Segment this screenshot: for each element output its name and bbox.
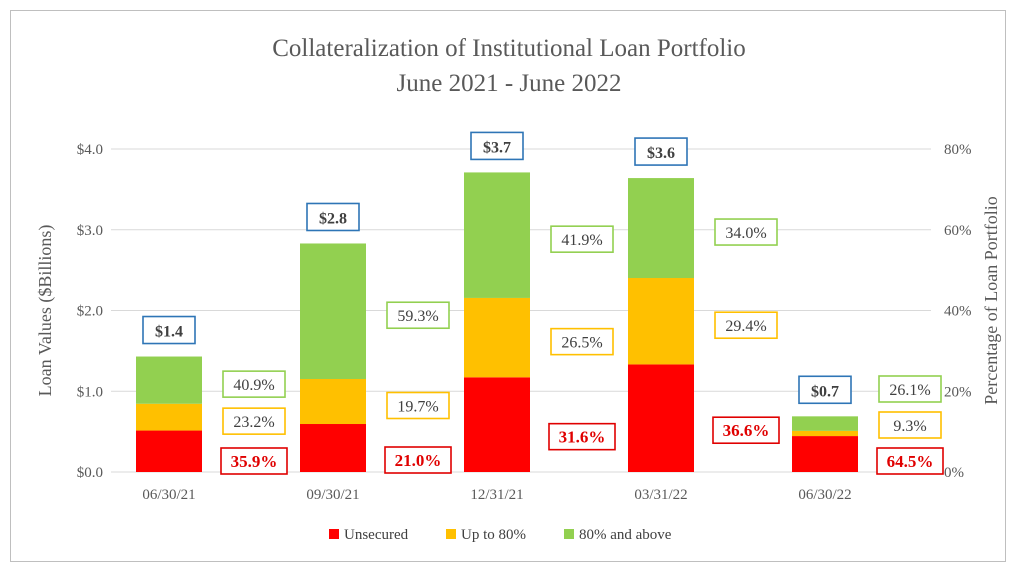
legend-swatch xyxy=(446,529,456,539)
pct-label-box xyxy=(714,218,778,246)
total-label: $3.6 xyxy=(647,145,675,162)
bar-segment-up-to-80--1 xyxy=(300,378,366,425)
legend-entry: Up to 80% xyxy=(461,527,526,543)
pct-label: 23.2% xyxy=(233,414,274,431)
bar-segment-80-and-above-0 xyxy=(136,356,202,404)
total-label-box xyxy=(142,315,196,345)
bar-segment-80-and-above-3 xyxy=(628,178,694,279)
pct-label-box xyxy=(712,416,780,445)
pct-label: 64.5% xyxy=(887,452,934,471)
x-tick-label: 06/30/21 xyxy=(142,487,195,503)
x-axis-ticks: 06/30/21 09/30/21 12/31/21 03/31/22 06/30/22 xyxy=(142,487,851,503)
legend: Unsecured Up to 80% 80% and above xyxy=(329,527,672,543)
chart-title-line-1: Collateralization of Institutional Loan … xyxy=(272,35,746,62)
pct-label: 19.7% xyxy=(397,399,438,416)
legend-swatch xyxy=(564,529,574,539)
bar-segment-up-to-80--4 xyxy=(792,430,858,437)
bar-segment-unsecured-2 xyxy=(464,377,530,472)
y-tick-label: $2.0 xyxy=(77,304,103,320)
pct-label: 35.9% xyxy=(231,452,278,471)
pct-label-box xyxy=(714,311,778,340)
bar-segment-up-to-80--3 xyxy=(628,278,694,365)
pct-label: 36.6% xyxy=(723,421,770,440)
pct-label-box xyxy=(222,370,286,398)
pct-label: 21.0% xyxy=(395,451,442,470)
chart-title: Collateralization of Institutional Loan … xyxy=(272,35,746,97)
x-tick-label: 06/30/22 xyxy=(798,487,851,503)
bar-segment-unsecured-4 xyxy=(792,436,858,472)
bar-segment-80-and-above-2 xyxy=(464,172,530,298)
y2-axis-ticks: 0% 20% 40% 60% 80% xyxy=(944,142,972,481)
total-label-box xyxy=(306,202,360,232)
pct-label-box xyxy=(548,422,616,451)
bar-segment-unsecured-0 xyxy=(136,430,202,472)
bar-segment-80-and-above-4 xyxy=(792,416,858,431)
pct-label-box xyxy=(222,407,286,435)
chart-title-line-2: June 2021 - June 2022 xyxy=(397,70,622,97)
pct-label: 31.6% xyxy=(559,428,606,447)
bar-segment-80-and-above-1 xyxy=(300,243,366,379)
legend-entry: 80% and above xyxy=(579,527,672,543)
legend-swatch xyxy=(329,529,339,539)
y-axis-title: Loan Values ($Billions) xyxy=(35,225,56,397)
pct-label-box xyxy=(878,375,942,403)
pct-label-box xyxy=(386,301,450,330)
pct-label: 41.9% xyxy=(561,232,602,249)
total-label: $3.7 xyxy=(483,139,511,156)
y-tick-label: $3.0 xyxy=(77,223,103,239)
pct-label: 9.3% xyxy=(893,418,926,435)
legend-entry: Unsecured xyxy=(344,527,409,543)
pct-label-box xyxy=(550,327,614,356)
y-axis-ticks: $0.0 $1.0 $2.0 $3.0 $4.0 xyxy=(77,142,103,481)
bar-segment-unsecured-3 xyxy=(628,364,694,472)
pct-label-box xyxy=(550,225,614,253)
chart-frame: Collateralization of Institutional Loan … xyxy=(10,10,1006,562)
pct-label: 29.4% xyxy=(725,318,766,335)
pct-label-box xyxy=(220,447,288,475)
total-label: $1.4 xyxy=(155,324,183,341)
y2-tick-label: 0% xyxy=(944,465,964,481)
total-label-box xyxy=(470,131,524,161)
y2-tick-label: 20% xyxy=(944,384,972,400)
x-tick-label: 03/31/22 xyxy=(634,487,687,503)
pct-label: 34.0% xyxy=(725,225,766,242)
y2-tick-label: 40% xyxy=(944,304,972,320)
chart-svg: Collateralization of Institutional Loan … xyxy=(35,35,1001,543)
y-tick-label: $1.0 xyxy=(77,384,103,400)
y2-tick-label: 80% xyxy=(944,142,972,158)
pct-label: 26.5% xyxy=(561,335,602,352)
bar-segment-up-to-80--0 xyxy=(136,403,202,431)
total-label-box xyxy=(634,137,688,166)
x-tick-label: 09/30/21 xyxy=(306,487,359,503)
pct-label: 26.1% xyxy=(889,382,930,399)
y2-axis-title: Percentage of Loan Portfolio xyxy=(981,196,1001,404)
bars xyxy=(136,172,858,472)
x-tick-label: 12/31/21 xyxy=(470,487,523,503)
pct-label: 59.3% xyxy=(397,308,438,325)
pct-label-box xyxy=(384,446,452,474)
total-label: $2.8 xyxy=(319,210,347,227)
pct-label: 40.9% xyxy=(233,377,274,394)
data-labels: $1.4 $2.8 $3.7 $3.6 $0.7 35.9% 23.2% 40.9% 21.0%… xyxy=(142,131,944,475)
pct-label-box xyxy=(876,447,944,475)
total-label: $0.7 xyxy=(811,383,839,400)
y2-tick-label: 60% xyxy=(944,223,972,239)
bar-segment-unsecured-1 xyxy=(300,424,366,472)
y-tick-label: $4.0 xyxy=(77,142,103,158)
y-tick-label: $0.0 xyxy=(77,465,103,481)
bar-segment-up-to-80--2 xyxy=(464,297,530,378)
pct-label-box xyxy=(878,411,942,439)
pct-label-box xyxy=(386,391,450,420)
total-label-box xyxy=(798,375,852,405)
axis-titles: Loan Values ($Billions) Percentage of Loa… xyxy=(35,196,1001,404)
